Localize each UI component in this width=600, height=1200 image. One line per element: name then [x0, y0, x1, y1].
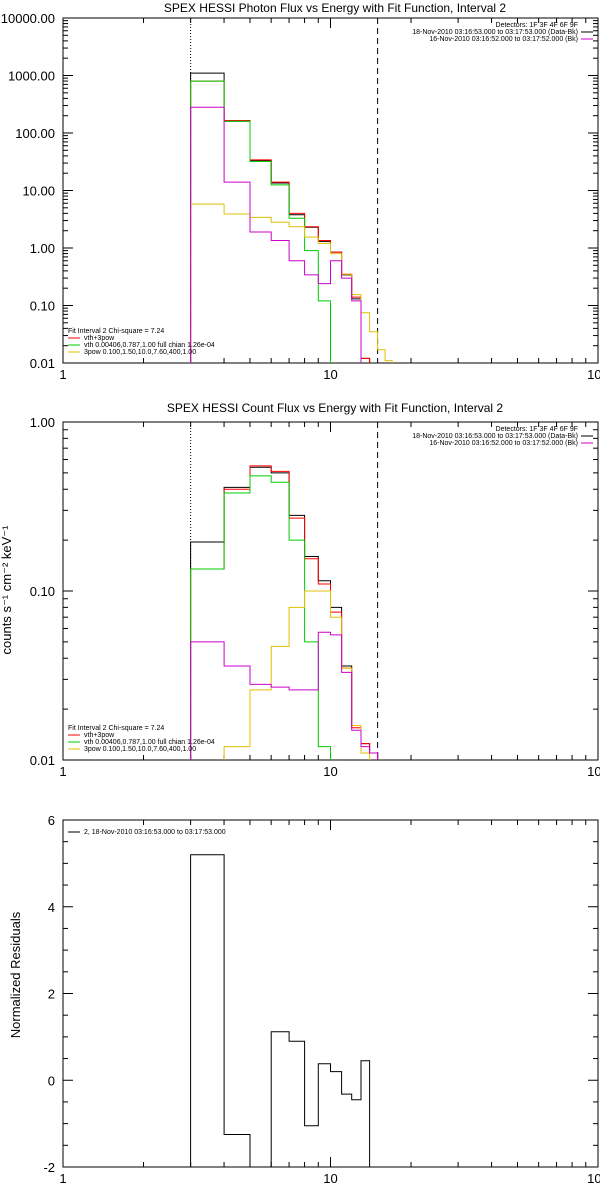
- residuals-y-tick-label: 0: [48, 1073, 55, 1088]
- count-series-0: [190, 466, 379, 760]
- photon-legend-right-entry: 16-Nov-2010 03:16:52.000 to 03:17:52.000…: [429, 36, 578, 43]
- residuals-x-tick-label: 100: [587, 1171, 600, 1186]
- photon-flux-plot: 1 10 100 0.01 0.10 1.00 10.00 100.00 1000.00 1000…: [1, 11, 600, 382]
- count-series-3: [223, 590, 371, 760]
- count-series-4: [190, 631, 379, 760]
- photon-y-tick-label: 0.10: [30, 299, 55, 314]
- count-legend-left-entry: Fit Interval 2 Chi-square = 7.24: [68, 725, 164, 732]
- photon-legend-left-entry: vth 0.00406,0.787,1.00 full chian 1.26e-…: [84, 342, 215, 349]
- count-series-1: [190, 465, 379, 760]
- count-flux-title: SPEX HESSI Count Flux vs Energy with Fit…: [167, 401, 503, 415]
- count-x-tick-label: 100: [587, 764, 600, 779]
- count-legend-right-entry: 18-Nov-2010 03:16:53.000 to 03:17:53.000…: [412, 433, 578, 440]
- photon-flux-chart: SPEX HESSI Photon Flux vs Energy with Fi…: [1, 1, 600, 382]
- residuals-legend-left-entry: 2, 18-Nov-2010 03:16:53.000 to 03:17:53.…: [84, 829, 226, 836]
- count-legend-left-entry: vth 0.00406,0.787,1.00 full chian 1.26e-…: [84, 739, 215, 746]
- residuals-plot-frame: [62, 819, 599, 1168]
- photon-legend-left-entry: Fit Interval 2 Chi-square = 7.24: [68, 328, 164, 335]
- photon-x-tick-label: 1: [59, 367, 66, 382]
- photon-legend-left-entry: 3pow 0.100,1.50,10.0,7.60,400,1.00: [84, 349, 196, 356]
- residuals-x-tick-label: 1: [59, 1171, 66, 1186]
- count-x-tick-label: 1: [59, 764, 66, 779]
- count-legend-left-entry: 3pow 0.100,1.50,10.0,7.60,400,1.00: [84, 746, 196, 753]
- residuals-y-tick-label: 4: [48, 900, 55, 915]
- photon-series-1: [190, 80, 371, 363]
- count-y-tick-label: 0.10: [30, 584, 55, 599]
- count-y-tick-label: 1.00: [30, 415, 55, 430]
- photon-legend-left-entry: vth+3pow: [84, 335, 115, 342]
- residuals-chart: Normalized Residuals 1 10 100 -2 0 2 4 6 2, 18-N…: [8, 813, 600, 1186]
- photon-x-tick-label: 10: [323, 367, 337, 382]
- count-legend-right-entry: Detectors: 1F 3F 4F 6F 9F: [496, 426, 578, 433]
- photon-flux-title: SPEX HESSI Photon Flux vs Energy with Fi…: [164, 1, 506, 15]
- count-legend-left-entry: vth+3pow: [84, 732, 115, 739]
- photon-series-3: [190, 203, 393, 363]
- residuals-plot: 1 10 100 -2 0 2 4 6 2, 18-Nov-2010 03:16:53.000 …: [43, 813, 600, 1186]
- photon-y-tick-label: 10000.00: [1, 11, 55, 26]
- photon-y-tick-label: 1000.00: [8, 69, 55, 84]
- residuals-y-tick-label: 6: [48, 813, 55, 828]
- residuals-y-tick-label: 2: [48, 987, 55, 1002]
- residuals-series-0: [190, 854, 371, 1167]
- count-legend-right-entry: 16-Nov-2010 03:16:52.000 to 03:17:52.000…: [429, 440, 578, 447]
- residuals-y-tick-label: -2: [43, 1160, 55, 1175]
- count-series-2: [190, 475, 331, 760]
- photon-y-tick-label: 0.01: [30, 356, 55, 371]
- residuals-x-tick-label: 10: [323, 1171, 337, 1186]
- residuals-y-axis-label: Normalized Residuals: [8, 911, 23, 1038]
- count-flux-y-axis-label: counts s⁻¹ cm⁻² keV⁻¹: [0, 525, 14, 655]
- photon-series-0: [190, 72, 371, 363]
- photon-legend-right-entry: 18-Nov-2010 03:16:53.000 to 03:17:53.000…: [412, 29, 578, 36]
- photon-y-tick-label: 100.00: [15, 126, 55, 141]
- photon-series-4: [190, 106, 362, 363]
- photon-x-tick-label: 100: [587, 367, 600, 382]
- count-x-tick-label: 10: [323, 764, 337, 779]
- count-flux-plot: 1 10 100 0.01 0.10 1.00 Detectors: 1F 3F 4F 6F…: [30, 415, 600, 779]
- photon-legend-right-entry: Detectors: 1F 3F 4F 6F 9F: [496, 22, 578, 29]
- count-y-tick-label: 0.01: [30, 753, 55, 768]
- photon-y-tick-label: 10.00: [22, 184, 55, 199]
- photon-y-tick-label: 1.00: [30, 241, 55, 256]
- count-flux-chart: SPEX HESSI Count Flux vs Energy with Fit…: [0, 401, 600, 779]
